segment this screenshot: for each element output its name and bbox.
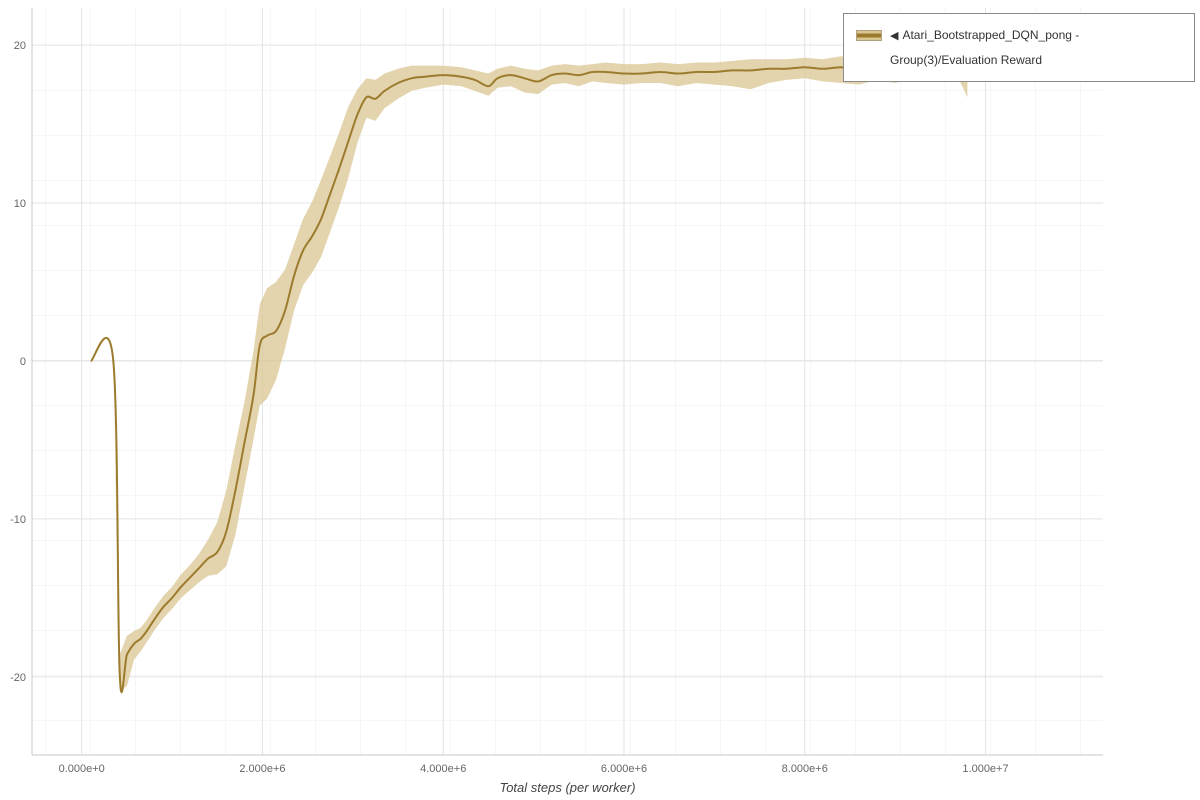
major-gridlines <box>32 8 1103 755</box>
svg-text:0: 0 <box>20 356 26 368</box>
legend-collapse-icon[interactable]: ◀ <box>890 30 899 42</box>
mean-reward-line <box>89 61 969 694</box>
x-axis-tick-labels: 0.000e+0 2.000e+6 4.000e+6 6.000e+6 8.000e+6… <box>59 763 1009 775</box>
legend-box[interactable]: ◀ Atari_Bootstrapped_DQN_pong - Group(3)/… <box>843 13 1195 82</box>
svg-text:4.000e+6: 4.000e+6 <box>420 763 466 775</box>
y-axis-tick-labels: -20 -10 0 10 20 <box>10 40 26 684</box>
legend-series-entry: ◀ Atari_Bootstrapped_DQN_pong - Group(3)/… <box>890 28 1079 67</box>
x-axis-title: Total steps (per worker) <box>499 780 636 795</box>
svg-text:1.000e+7: 1.000e+7 <box>962 763 1008 775</box>
axis-spines <box>31 8 1103 756</box>
svg-text:6.000e+6: 6.000e+6 <box>601 763 647 775</box>
svg-text:20: 20 <box>14 40 26 52</box>
plot-area-grid <box>32 8 1103 755</box>
legend-series-label: Atari_Bootstrapped_DQN_pong - Group(3)/E… <box>890 28 1080 67</box>
legend-item[interactable]: ◀ Atari_Bootstrapped_DQN_pong - Group(3)/… <box>856 23 1182 72</box>
confidence-band <box>90 53 968 691</box>
svg-text:8.000e+6: 8.000e+6 <box>782 763 828 775</box>
svg-text:-20: -20 <box>10 672 26 684</box>
svg-text:2.000e+6: 2.000e+6 <box>239 763 285 775</box>
svg-text:-10: -10 <box>10 514 26 526</box>
svg-text:0.000e+0: 0.000e+0 <box>59 763 105 775</box>
svg-text:10: 10 <box>14 198 26 210</box>
legend-swatch <box>856 30 882 41</box>
